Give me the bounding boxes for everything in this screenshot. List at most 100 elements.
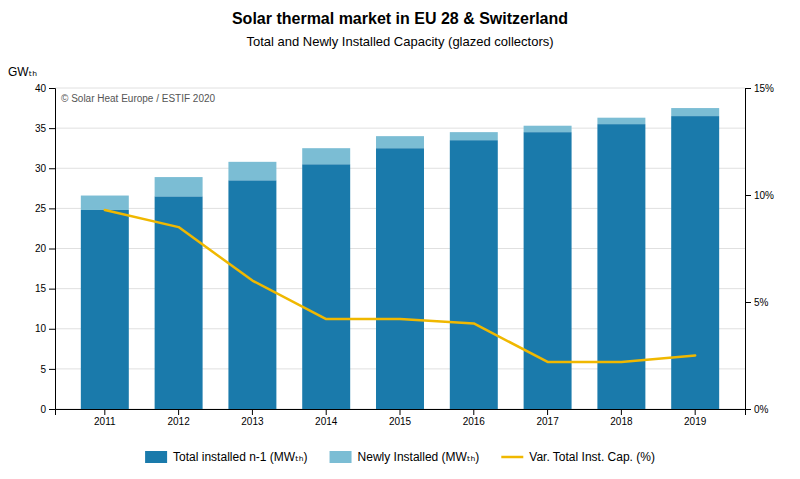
tick-mark xyxy=(695,409,696,415)
tick-label: 2015 xyxy=(389,416,412,427)
axis-line xyxy=(49,89,56,410)
tick-mark xyxy=(49,168,55,169)
tick-label: 15 xyxy=(35,283,47,294)
legend: Total installed n-1 (MWₜₕ) Newly Installe… xyxy=(145,450,655,464)
line xyxy=(105,210,695,362)
bar xyxy=(228,162,276,180)
tick: 5 xyxy=(40,364,55,375)
tick-label: 2014 xyxy=(315,416,338,427)
bar xyxy=(376,136,424,148)
tick-mark xyxy=(49,128,55,129)
tick-mark xyxy=(49,88,55,89)
legend-swatch xyxy=(330,451,352,463)
chart: Solar thermal market in EU 28 & Switzerl… xyxy=(0,0,800,479)
bar xyxy=(228,180,276,409)
tick: 25 xyxy=(35,203,55,214)
tick-label: 40 xyxy=(35,83,47,94)
tick-label: 20 xyxy=(35,243,47,254)
legend-item: Total installed n-1 (MWₜₕ) xyxy=(145,450,307,464)
bar xyxy=(597,118,645,124)
subtitle: Total and Newly Installed Capacity (glaz… xyxy=(246,34,553,49)
tick-label: 15% xyxy=(754,83,774,94)
tick: 5% xyxy=(745,297,769,308)
tick-mark xyxy=(745,88,751,89)
bar xyxy=(302,148,350,164)
tick-label: 25 xyxy=(35,203,47,214)
bar-series xyxy=(81,116,719,409)
axis-line xyxy=(746,89,752,410)
tick: 10 xyxy=(35,323,55,334)
bar xyxy=(155,177,203,196)
tick: 20 xyxy=(35,243,55,254)
legend-label: Total installed n-1 (MWₜₕ) xyxy=(173,450,307,464)
grid-line xyxy=(55,88,745,89)
tick-label: 2013 xyxy=(241,416,264,427)
tick-mark xyxy=(49,369,55,370)
tick-label: 5% xyxy=(754,297,769,308)
tick-mark xyxy=(473,409,474,415)
tick: 15 xyxy=(35,283,55,294)
tick-label: 2012 xyxy=(167,416,190,427)
legend-label: Var. Total Inst. Cap. (%) xyxy=(529,450,655,464)
axis-line xyxy=(56,410,746,416)
tick-label: 30 xyxy=(35,163,47,174)
tick-label: 0 xyxy=(40,404,46,415)
bar xyxy=(450,132,498,140)
tick-mark xyxy=(745,195,751,196)
tick: 2011 xyxy=(94,409,116,427)
x-axis: 2011 2012 2013 2014 2015 2016 2017 2018 2019 xyxy=(56,409,746,427)
tick-label: 0% xyxy=(754,404,769,415)
tick-mark xyxy=(178,409,179,415)
bar-series xyxy=(81,108,719,210)
tick-label: 5 xyxy=(40,364,46,375)
bar xyxy=(671,108,719,116)
plot: 05101520253035400%5%10%15%20112012201320… xyxy=(8,65,774,427)
grid xyxy=(55,88,745,409)
bar xyxy=(302,164,350,409)
legend-item: Newly Installed (MWₜₕ) xyxy=(330,450,480,464)
tick-mark xyxy=(745,302,751,303)
tick-mark xyxy=(49,289,55,290)
annotation: © Solar Heat Europe / ESTIF 2020 xyxy=(61,93,216,104)
bar xyxy=(376,148,424,409)
legend-item: Var. Total Inst. Cap. (%) xyxy=(501,450,655,464)
tick: 0% xyxy=(745,404,769,415)
tick: 2017 xyxy=(536,409,559,427)
tick-label: 2019 xyxy=(684,416,707,427)
tick: 10% xyxy=(745,190,774,201)
legend-swatch xyxy=(501,456,523,459)
y-axis-label: GWₜₕ xyxy=(8,65,37,79)
bar xyxy=(450,140,498,409)
tick: 2012 xyxy=(167,409,190,427)
tick: 0 xyxy=(40,404,55,415)
bar xyxy=(81,196,129,210)
bar xyxy=(524,126,572,132)
tick: 40 xyxy=(35,83,55,94)
tick-mark xyxy=(400,409,401,415)
tick: 2015 xyxy=(389,409,412,427)
tick-mark xyxy=(252,409,253,415)
tick: 2016 xyxy=(463,409,486,427)
tick-mark xyxy=(49,409,55,410)
tick: 35 xyxy=(35,123,55,134)
bar xyxy=(81,210,129,409)
marks xyxy=(81,108,719,409)
title: Solar thermal market in EU 28 & Switzerl… xyxy=(232,10,568,27)
tick-mark xyxy=(49,208,55,209)
tick-mark xyxy=(326,409,327,415)
tick: 2018 xyxy=(610,409,633,427)
y2-axis: 0% 5% 10% 15% xyxy=(745,83,774,415)
tick: 2019 xyxy=(684,409,707,427)
bar xyxy=(597,124,645,409)
tick-label: 2018 xyxy=(610,416,633,427)
tick-label: 10% xyxy=(754,190,774,201)
tick: 30 xyxy=(35,163,55,174)
tick-label: 35 xyxy=(35,123,47,134)
y-axis: 0 5 10 15 20 25 30 35 40 xyxy=(35,83,56,415)
tick-label: 2011 xyxy=(94,416,116,427)
tick: 2014 xyxy=(315,409,338,427)
tick-label: 2017 xyxy=(536,416,559,427)
bar xyxy=(671,116,719,409)
tick-label: 10 xyxy=(35,323,47,334)
legend-swatch xyxy=(145,451,167,463)
